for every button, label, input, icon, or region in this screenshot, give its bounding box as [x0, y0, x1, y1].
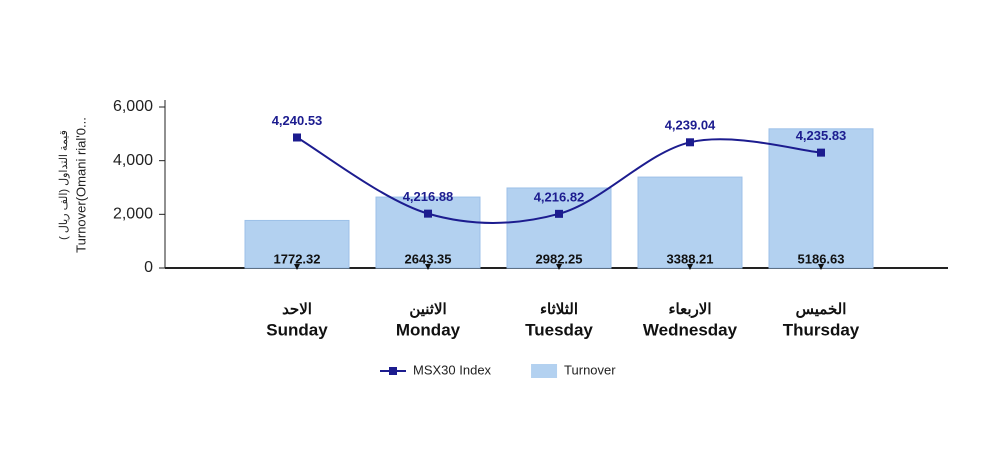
bar-tick [294, 264, 300, 270]
line-marker [293, 133, 301, 142]
bar-tick [556, 264, 562, 270]
line-value-label: 4,239.04 [665, 118, 716, 133]
line-value-label: 4,216.88 [403, 189, 454, 204]
bar-tick [425, 264, 431, 270]
x-tick-label-arabic: الخميس [796, 301, 847, 318]
bar [506, 187, 612, 269]
x-tick-label: Monday [396, 320, 461, 339]
bar-value-label: 1772.32 [274, 251, 321, 266]
x-tick-label: Wednesday [643, 320, 738, 339]
x-tick-label: Thursday [783, 320, 860, 339]
bar-value-label: 5186.63 [798, 251, 845, 266]
y-tick-label: 4,000 [113, 152, 153, 169]
y-axis-label: Turnover(Omani rial'0... [73, 117, 88, 253]
y-axis-label-arabic: ( قيمة التداول (الف ريال [58, 130, 70, 240]
x-tick-label: Sunday [266, 320, 328, 339]
bar [637, 176, 743, 269]
legend-swatch [531, 364, 558, 378]
bar-value-label: 3388.21 [667, 251, 714, 266]
y-tick-label: 2,000 [113, 206, 153, 223]
legend-label: MSX30 Index [413, 362, 492, 377]
x-tick-label: Tuesday [525, 320, 593, 339]
bar-tick [687, 264, 693, 270]
line-marker [555, 209, 563, 218]
line-marker [686, 138, 694, 147]
y-tick-label: 0 [144, 259, 153, 276]
line-value-label: 4,235.83 [796, 128, 847, 143]
bar-tick [818, 264, 824, 270]
line-marker [424, 209, 432, 218]
bar [375, 196, 481, 269]
bar-value-label: 2643.35 [405, 251, 452, 266]
line-marker [817, 148, 825, 157]
x-tick-label-arabic: الاربعاء [668, 301, 711, 318]
y-tick-label: 6,000 [113, 98, 153, 115]
x-tick-label-arabic: الثلاثاء [540, 301, 578, 318]
legend-label: Turnover [564, 362, 616, 377]
x-tick-label-arabic: الاثنين [409, 301, 446, 318]
line-value-label: 4,216.82 [534, 189, 585, 204]
bar-value-label: 2982.25 [536, 251, 583, 266]
legend-marker [389, 367, 397, 375]
line-value-label: 4,240.53 [272, 113, 323, 128]
x-tick-label-arabic: الاحد [282, 301, 312, 318]
